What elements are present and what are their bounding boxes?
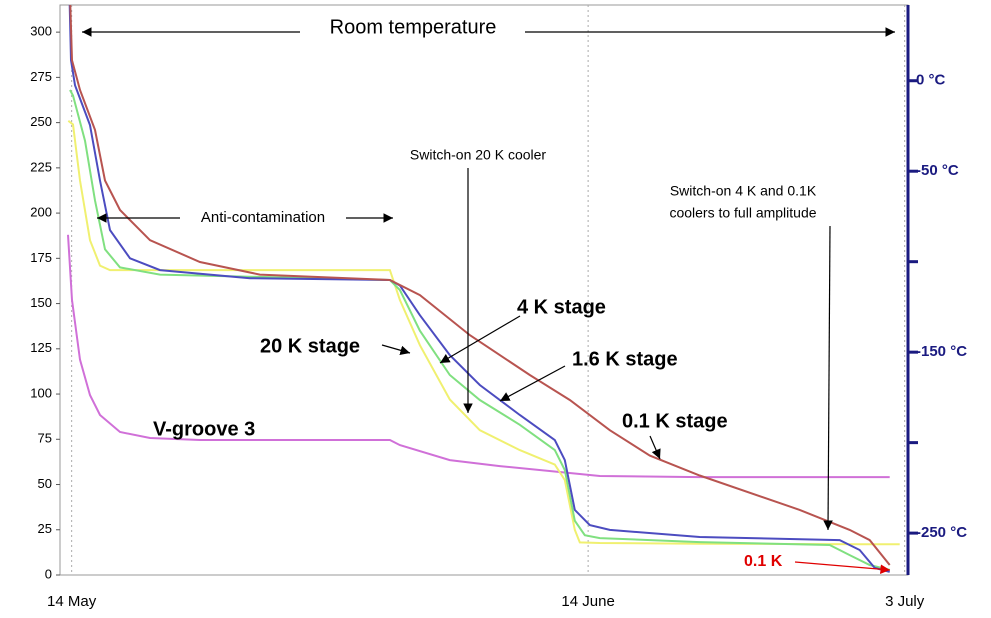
arrow (439, 315, 521, 364)
y-tick-label: 200 (30, 205, 52, 220)
x-tick-label: 3 July (885, 593, 925, 610)
y-tick-label: 175 (30, 250, 52, 265)
series-label: 0.1 K stage (622, 410, 728, 432)
y-tick-label: 225 (30, 159, 52, 174)
series-label: 20 K stage (260, 335, 360, 357)
annotation: Room temperature (330, 16, 497, 38)
y-tick-label: 125 (30, 340, 52, 355)
series-label: 1.6 K stage (572, 348, 678, 370)
arrow (823, 225, 833, 531)
y-tick-label: 100 (30, 385, 52, 400)
annotation: 0.1 K (744, 553, 783, 570)
series-label: 4 K stage (517, 296, 606, 318)
series-line (69, 4, 891, 566)
x-tick-label: 14 June (561, 593, 614, 610)
y2-tick-label: -150 °C (916, 343, 967, 360)
y-tick-label: 250 (30, 114, 52, 129)
y2-tick-label: -50 °C (916, 162, 959, 179)
series-line (69, 89, 890, 571)
annotation: Switch-on 4 K and 0.1K (670, 183, 817, 199)
plot-frame (59, 4, 909, 576)
y2-tick-label: 0 °C (916, 72, 946, 89)
y-tick-label: 50 (38, 476, 52, 491)
y-tick-label: 25 (38, 521, 52, 536)
arrow (649, 435, 661, 460)
x-tick-label: 14 May (47, 593, 97, 610)
y-tick-label: 275 (30, 69, 52, 84)
series-line (67, 120, 900, 546)
annotation: Switch-on 20 K cooler (410, 147, 547, 163)
y-tick-label: 75 (38, 431, 52, 446)
annotation: coolers to full amplitude (669, 205, 816, 221)
arrow (381, 344, 411, 355)
y2-tick-label: -250 °C (916, 524, 967, 541)
y-tick-label: 0 (45, 566, 52, 581)
annotation: Anti-contamination (201, 209, 325, 226)
arrow (794, 561, 891, 574)
y-tick-label: 150 (30, 295, 52, 310)
arrow (499, 365, 566, 402)
y-tick-label: 300 (30, 24, 52, 39)
series-label: V-groove 3 (153, 418, 255, 440)
